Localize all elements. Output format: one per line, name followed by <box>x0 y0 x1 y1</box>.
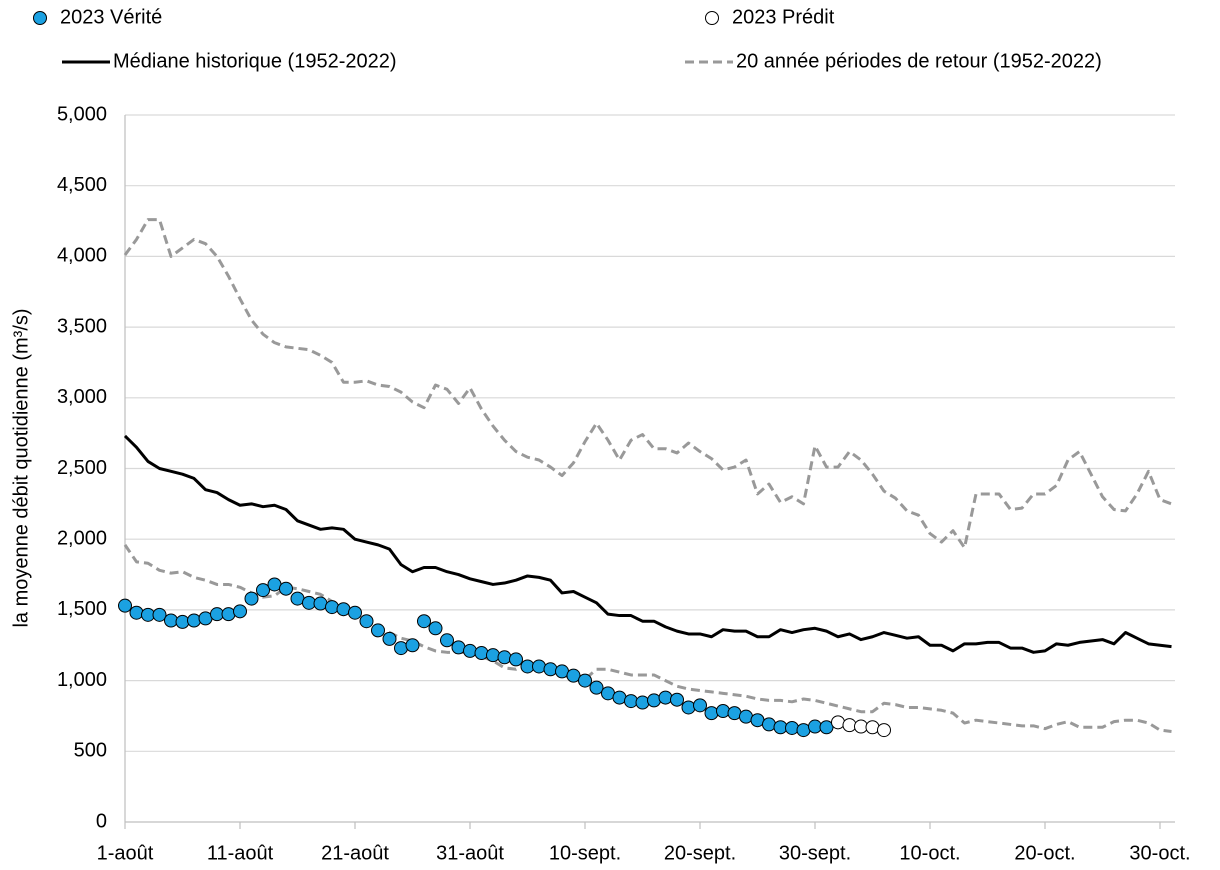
data-point <box>187 613 201 628</box>
data-point <box>382 631 397 646</box>
series-line <box>123 434 1172 654</box>
data-point <box>543 662 558 677</box>
y-tick-label: 500 <box>74 740 107 762</box>
data-point <box>336 602 351 617</box>
data-point <box>463 643 477 658</box>
legend-label: 20 année périodes de retour (1952-2022) <box>736 50 1102 72</box>
data-point <box>244 591 259 606</box>
x-tick-label: 10-sept. <box>549 842 621 864</box>
data-point <box>359 614 374 629</box>
data-point <box>739 709 753 724</box>
data-point <box>658 690 673 705</box>
data-point <box>716 704 730 719</box>
data-point <box>635 695 650 710</box>
x-tick-label: 30-oct. <box>1129 842 1190 864</box>
data-point <box>612 690 627 705</box>
legend-label: 2023 Vérité <box>60 6 162 28</box>
data-point <box>348 605 362 620</box>
x-tick-label: 21-août <box>321 842 389 864</box>
data-point <box>727 706 742 721</box>
y-tick-label: 3,500 <box>57 315 107 337</box>
data-point <box>118 598 132 613</box>
data-point <box>129 605 144 620</box>
data-point <box>647 693 661 708</box>
series-line <box>123 544 1172 733</box>
y-tick-label: 0 <box>96 810 107 832</box>
data-point <box>440 633 454 648</box>
data-point <box>681 700 696 715</box>
data-point <box>704 706 719 721</box>
y-tick-label: 5,000 <box>57 103 107 125</box>
x-tick-label: 30-sept. <box>779 842 851 864</box>
legend-label: Médiane historique (1952-2022) <box>113 50 397 72</box>
x-tick-label: 11-août <box>207 842 274 864</box>
data-point <box>313 596 328 611</box>
data-point <box>451 640 466 655</box>
data-point <box>566 668 581 683</box>
data-point <box>509 652 523 667</box>
y-tick-label: 2,500 <box>57 457 107 479</box>
data-point <box>796 723 811 738</box>
data-point <box>394 641 408 656</box>
y-tick-label: 4,000 <box>57 245 107 267</box>
data-point <box>152 607 167 622</box>
data-point <box>624 694 638 709</box>
data-point <box>819 720 834 735</box>
data-point <box>532 659 546 674</box>
data-point <box>497 650 512 665</box>
data-point <box>670 692 684 707</box>
data-point <box>831 715 845 730</box>
data-point <box>256 583 270 598</box>
data-point <box>474 646 489 661</box>
data-point <box>762 717 776 732</box>
data-point <box>405 638 420 653</box>
data-point <box>428 621 443 636</box>
data-point <box>417 614 431 629</box>
data-point <box>325 600 339 615</box>
legend-label: 2023 Prédit <box>732 6 835 28</box>
data-point <box>486 648 500 663</box>
y-tick-label: 2,000 <box>57 527 107 549</box>
x-tick-label: 10-oct. <box>899 842 960 864</box>
x-tick-label: 20-sept. <box>664 842 736 864</box>
data-point <box>693 698 707 713</box>
data-point <box>842 718 857 733</box>
y-axis-label: la moyenne débit quotidienne (m³/s) <box>10 308 32 627</box>
data-point <box>877 723 891 738</box>
data-point <box>233 604 247 619</box>
y-tick-label: 1,000 <box>57 669 107 691</box>
data-point <box>279 581 293 596</box>
data-point <box>589 680 604 695</box>
legend-marker <box>705 11 719 25</box>
data-point <box>785 720 799 735</box>
y-tick-label: 1,500 <box>57 598 107 620</box>
x-tick-label: 1-août <box>97 842 154 864</box>
y-tick-label: 3,000 <box>57 386 107 408</box>
x-tick-label: 31-août <box>436 842 504 864</box>
data-point <box>865 720 880 735</box>
legend-marker <box>33 11 47 25</box>
data-point <box>175 614 190 629</box>
y-tick-label: 4,500 <box>57 174 107 196</box>
x-tick-label: 20-oct. <box>1014 842 1075 864</box>
data-point <box>371 623 385 638</box>
data-point <box>221 607 236 622</box>
data-point <box>578 673 592 688</box>
data-point <box>164 613 178 628</box>
series-line <box>123 218 1173 550</box>
